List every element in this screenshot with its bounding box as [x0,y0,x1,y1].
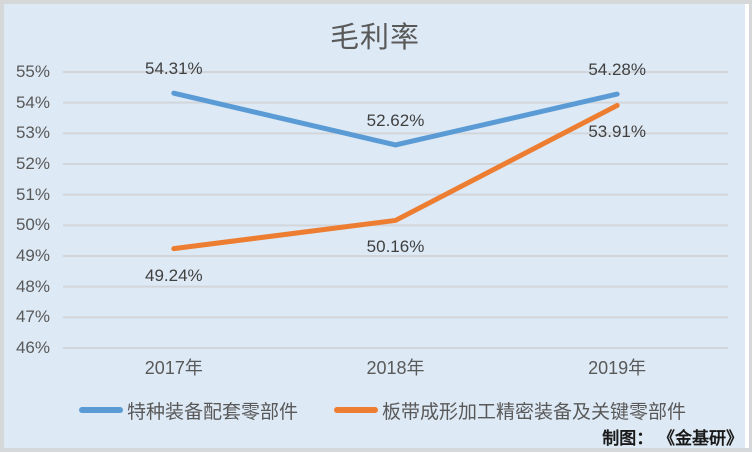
data-label-series-1: 54.28% [588,60,646,80]
y-tick-label: 47% [15,307,50,327]
legend-marker-series-2 [334,407,379,413]
chart-title: 毛利率 [329,22,420,54]
data-label-series-1: 52.62% [366,110,425,130]
series-line-1 [171,90,620,148]
data-label-series-2: 50.16% [366,237,425,257]
y-tick-label: 46% [15,338,50,357]
y-tick-label: 51% [15,184,50,204]
legend-marker-series-1 [79,407,123,413]
y-tick-label: 55% [15,62,50,81]
legend-item-series-1: 特种装备配套零部件 [79,397,298,424]
x-tick-label: 2019年 [588,358,647,378]
x-tick-label: 2017年 [144,358,203,378]
y-tick-label: 48% [15,276,50,296]
legend: 特种装备配套零部件 板带成形加工精密装备及关键零部件 [79,397,686,424]
data-label-series-2: 53.91% [588,122,646,142]
panel-right-gap [745,4,749,448]
y-tick-label: 53% [15,123,50,143]
data-label-series-1: 54.31% [144,59,203,79]
series-line-2 [171,102,620,252]
y-tick-label: 50% [15,215,50,235]
data-label-series-2: 49.24% [144,265,203,285]
y-tick-label: 49% [15,246,50,265]
legend-label-series-2: 板带成形加工精密装备及关键零部件 [382,401,687,423]
legend-item-series-2: 板带成形加工精密装备及关键零部件 [334,397,686,424]
y-tick-label: 52% [15,154,50,173]
x-tick-label: 2018年 [366,358,425,378]
legend-label-series-1: 特种装备配套零部件 [127,401,299,423]
credit-text: 制图： 《金基研》 [602,429,743,448]
y-tick-label: 54% [15,92,50,112]
